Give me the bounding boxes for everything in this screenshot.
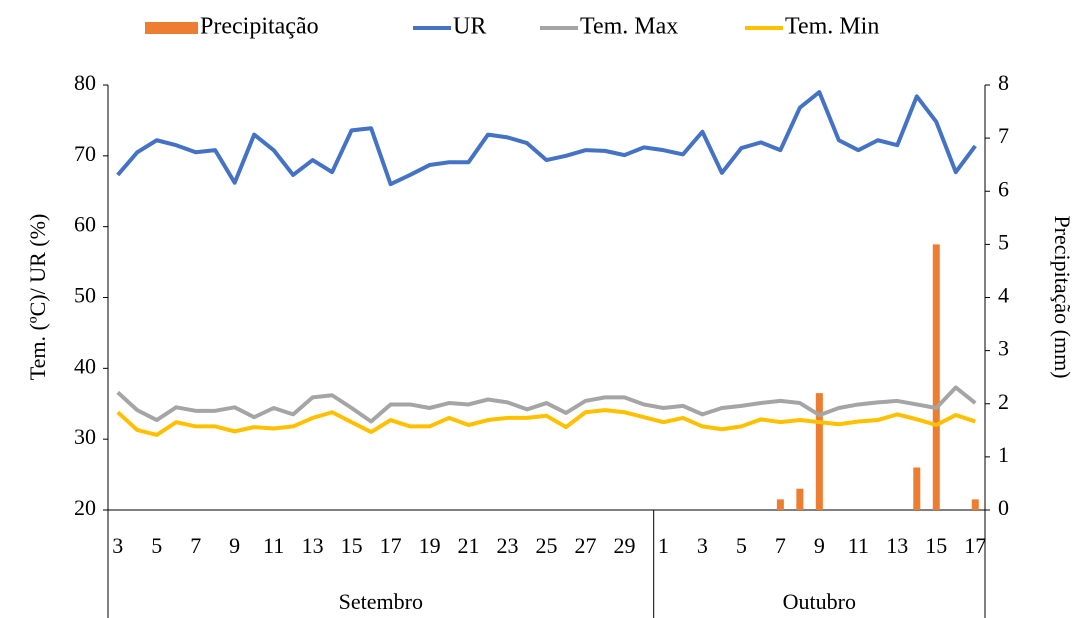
x-tick-label: 5 xyxy=(151,533,162,558)
line xyxy=(116,90,977,187)
x-tick-label: 13 xyxy=(886,533,908,558)
x-tick-label: 7 xyxy=(190,533,201,558)
bar xyxy=(815,393,823,510)
legend-label: Tem. Min xyxy=(785,14,879,40)
x-tick-label: 9 xyxy=(814,533,825,558)
y2-axis-label: Precipitação (mm) xyxy=(1050,215,1073,378)
x-tick-label: 29 xyxy=(613,533,635,558)
x-tick-label: 15 xyxy=(341,533,363,558)
bar xyxy=(971,499,979,510)
x-tick-label: 5 xyxy=(736,533,747,558)
y2-tick-label: 6 xyxy=(998,176,1009,201)
y2-tick-label: 8 xyxy=(998,70,1009,95)
line xyxy=(116,408,976,437)
x-tick-label: 11 xyxy=(848,533,869,558)
x-tick-label: 1 xyxy=(658,533,669,558)
x-tick-label: 25 xyxy=(536,533,558,558)
x-tick-label: 27 xyxy=(574,533,596,558)
y2-tick-label: 2 xyxy=(998,389,1009,414)
y2-tick-label: 0 xyxy=(998,495,1009,520)
legend-label: UR xyxy=(453,14,486,40)
x-tick-label: 9 xyxy=(229,533,240,558)
x-tick-label: 19 xyxy=(419,533,441,558)
legend-label: Precipitação xyxy=(200,14,319,40)
x-tick-label: 11 xyxy=(263,533,284,558)
y-tick-label: 70 xyxy=(74,141,96,166)
y2-tick-label: 1 xyxy=(998,442,1009,467)
x-tick-label: 13 xyxy=(302,533,324,558)
y-tick-label: 40 xyxy=(74,353,96,378)
y2-tick-label: 7 xyxy=(998,123,1009,148)
y-tick-label: 80 xyxy=(74,70,96,95)
y-tick-label: 20 xyxy=(74,495,96,520)
x-tick-label: 3 xyxy=(697,533,708,558)
y2-tick-label: 4 xyxy=(998,283,1009,308)
y-axis-label: Tem. (ºC)/ UR (%) xyxy=(25,214,50,381)
y-tick-label: 30 xyxy=(74,424,96,449)
line xyxy=(116,385,977,424)
y2-tick-label: 3 xyxy=(998,336,1009,361)
bar xyxy=(913,467,921,510)
bar xyxy=(776,499,784,510)
bar xyxy=(796,488,804,510)
legend-swatch xyxy=(145,22,198,34)
x-tick-label: 3 xyxy=(112,533,123,558)
y-tick-label: 50 xyxy=(74,283,96,308)
x-tick-label: 21 xyxy=(458,533,480,558)
bar xyxy=(932,244,940,510)
x-tick-label: 7 xyxy=(775,533,786,558)
x-tick-label: 15 xyxy=(925,533,947,558)
y-tick-label: 60 xyxy=(74,212,96,237)
x-tick-label: 17 xyxy=(380,533,402,558)
x-tick-label: 17 xyxy=(964,533,986,558)
group-label: Outubro xyxy=(783,589,856,614)
y2-tick-label: 5 xyxy=(998,229,1009,254)
group-label: Setembro xyxy=(339,589,423,614)
x-tick-label: 23 xyxy=(497,533,519,558)
legend-label: Tem. Max xyxy=(580,14,678,40)
